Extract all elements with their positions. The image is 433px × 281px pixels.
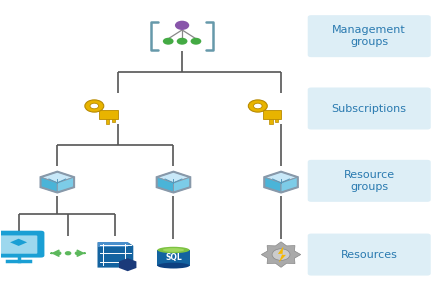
Circle shape: [55, 251, 61, 255]
Polygon shape: [157, 177, 174, 192]
Circle shape: [175, 21, 189, 30]
Circle shape: [272, 249, 290, 260]
Ellipse shape: [157, 263, 190, 269]
Polygon shape: [10, 239, 27, 246]
Polygon shape: [275, 119, 278, 122]
Polygon shape: [99, 110, 117, 119]
Polygon shape: [264, 177, 281, 192]
Polygon shape: [263, 110, 281, 119]
FancyBboxPatch shape: [308, 234, 431, 276]
Text: Management
groups: Management groups: [333, 25, 406, 47]
Polygon shape: [57, 177, 74, 192]
Polygon shape: [106, 119, 110, 124]
Ellipse shape: [163, 248, 184, 252]
Polygon shape: [41, 177, 57, 192]
Ellipse shape: [157, 247, 190, 253]
Circle shape: [65, 251, 71, 255]
Circle shape: [191, 38, 201, 45]
FancyBboxPatch shape: [308, 87, 431, 130]
FancyBboxPatch shape: [0, 235, 37, 254]
Circle shape: [163, 38, 174, 45]
Text: Resource
groups: Resource groups: [344, 170, 395, 192]
Circle shape: [74, 251, 81, 255]
Circle shape: [253, 103, 262, 109]
Text: SQL: SQL: [165, 253, 182, 262]
Polygon shape: [269, 119, 273, 124]
Polygon shape: [119, 258, 136, 271]
Circle shape: [249, 100, 267, 112]
Polygon shape: [264, 172, 298, 183]
Circle shape: [90, 103, 99, 109]
Text: Subscriptions: Subscriptions: [332, 103, 407, 114]
Text: Resources: Resources: [341, 250, 397, 260]
Polygon shape: [281, 177, 298, 192]
Polygon shape: [174, 177, 190, 192]
Polygon shape: [112, 119, 115, 122]
FancyBboxPatch shape: [308, 160, 431, 202]
Polygon shape: [97, 242, 133, 268]
Polygon shape: [262, 242, 301, 267]
Polygon shape: [97, 242, 128, 247]
Circle shape: [85, 100, 104, 112]
Circle shape: [177, 38, 187, 45]
Polygon shape: [157, 250, 190, 266]
Polygon shape: [157, 172, 190, 183]
FancyBboxPatch shape: [0, 231, 45, 258]
Polygon shape: [278, 247, 286, 262]
Polygon shape: [128, 242, 133, 246]
FancyBboxPatch shape: [308, 15, 431, 57]
Polygon shape: [41, 172, 74, 183]
